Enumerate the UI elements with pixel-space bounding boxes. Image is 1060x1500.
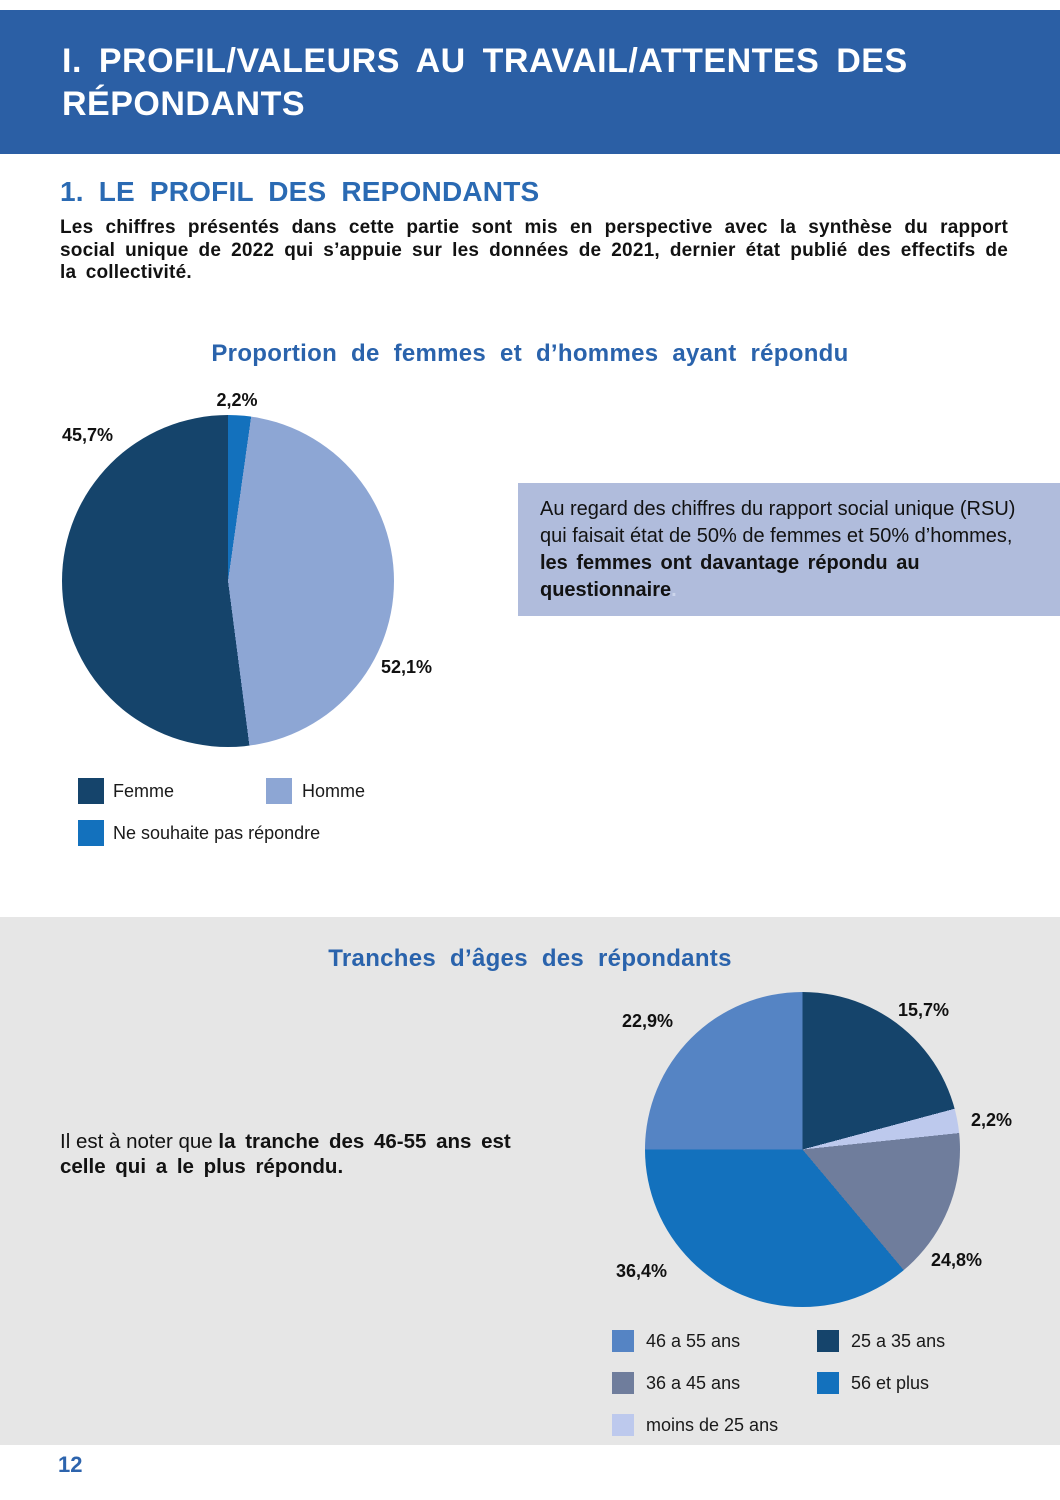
age-pie-value-moins-25: 2,2% xyxy=(971,1110,1013,1130)
age-pie-value-56-plus: 36,4% xyxy=(616,1261,668,1281)
callout-box: Au regard des chiffres du rapport social… xyxy=(518,483,1060,616)
header-title-line2: RÉPONDANTS xyxy=(62,85,306,123)
gender-pie-value-homme: 52,1% xyxy=(381,657,433,677)
header-title-line1: I. PROFIL/VALEURS AU TRAVAIL/ATTENTES DE… xyxy=(62,42,908,80)
age-legend-swatch-36-45 xyxy=(612,1372,634,1394)
gender-chart-title: Proportion de femmes et d’hommes ayant r… xyxy=(211,340,849,367)
legend-swatch-femme xyxy=(78,778,104,804)
age-note-bold: la tranche des 46-55 ans est celle qui a… xyxy=(60,1130,511,1178)
legend-swatch-homme xyxy=(266,778,292,804)
gender-pie-value-femme: 45,7% xyxy=(62,425,114,445)
callout-period: . xyxy=(671,579,677,601)
age-pie-value-25-35: 15,7% xyxy=(898,1000,950,1020)
callout-text-normal: Au regard des chiffres du rapport social… xyxy=(540,498,1016,547)
age-legend-swatch-56-plus xyxy=(817,1372,839,1394)
page-number: 12 xyxy=(58,1452,83,1477)
header-banner: I. PROFIL/VALEURS AU TRAVAIL/ATTENTES DE… xyxy=(0,10,1060,154)
legend-label-femme: Femme xyxy=(113,781,175,801)
age-pie xyxy=(645,992,960,1307)
legend-swatch-ne-souhaite-pas xyxy=(78,820,104,846)
age-pie-value-36-45: 24,8% xyxy=(931,1250,983,1270)
age-legend-label-46-55: 46 a 55 ans xyxy=(646,1331,741,1351)
age-note: Il est à noter que la tranche des 46-55 … xyxy=(60,1129,538,1179)
age-section: Tranches d’âges des répondants Il est à … xyxy=(0,917,1060,1445)
age-legend-swatch-moins-25 xyxy=(612,1414,634,1436)
gender-pie-value-nsp: 2,2% xyxy=(216,390,258,410)
callout-text: Au regard des chiffres du rapport social… xyxy=(540,496,1040,604)
age-legend-label-moins-25: moins de 25 ans xyxy=(646,1415,779,1435)
intro-paragraph: Les chiffres présentés dans cette partie… xyxy=(60,217,1008,283)
age-chart-title: Tranches d’âges des répondants xyxy=(328,945,732,972)
legend-label-ne-souhaite-pas: Ne souhaite pas répondre xyxy=(113,823,321,843)
age-note-normal: Il est à noter que xyxy=(60,1130,219,1153)
gender-pie xyxy=(62,415,394,747)
age-legend-label-36-45: 36 a 45 ans xyxy=(646,1373,741,1393)
age-pie-value-46-55: 22,9% xyxy=(622,1011,674,1031)
callout-text-bold: les femmes ont davantage répondu au ques… xyxy=(540,552,920,601)
age-legend-label-25-35: 25 a 35 ans xyxy=(851,1331,946,1351)
section-heading: 1. LE PROFIL DES REPONDANTS xyxy=(60,176,540,207)
age-legend-swatch-25-35 xyxy=(817,1330,839,1352)
age-legend-label-56-plus: 56 et plus xyxy=(851,1373,930,1393)
legend-label-homme: Homme xyxy=(302,781,366,801)
age-legend-swatch-46-55 xyxy=(612,1330,634,1352)
